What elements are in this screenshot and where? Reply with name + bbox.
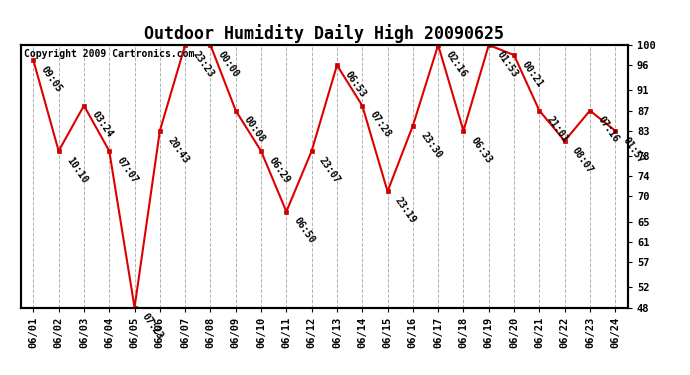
Text: 01:53: 01:53 [494, 49, 520, 79]
Text: 23:23: 23:23 [190, 49, 216, 79]
Title: Outdoor Humidity Daily High 20090625: Outdoor Humidity Daily High 20090625 [144, 24, 504, 44]
Text: 02:16: 02:16 [444, 49, 469, 79]
Text: 00:08: 00:08 [241, 115, 266, 145]
Text: 00:21: 00:21 [520, 59, 544, 89]
Text: 09:05: 09:05 [39, 64, 64, 94]
Text: 23:30: 23:30 [418, 130, 444, 160]
Text: 08:07: 08:07 [570, 145, 595, 175]
Text: 21:01: 21:01 [545, 115, 570, 145]
Text: 23:07: 23:07 [317, 155, 342, 185]
Text: Copyright 2009 Cartronics.com: Copyright 2009 Cartronics.com [23, 49, 194, 59]
Text: 07:16: 07:16 [595, 115, 620, 145]
Text: 06:33: 06:33 [469, 135, 494, 165]
Text: 06:53: 06:53 [342, 69, 368, 99]
Text: 06:50: 06:50 [292, 216, 317, 246]
Text: 07:07: 07:07 [115, 155, 140, 185]
Text: 20:43: 20:43 [166, 135, 190, 165]
Text: 23:19: 23:19 [393, 195, 418, 225]
Text: 10:10: 10:10 [64, 155, 89, 185]
Text: 01:57: 01:57 [621, 135, 646, 165]
Text: 07:23: 07:23 [140, 312, 165, 342]
Text: 07:28: 07:28 [368, 110, 393, 140]
Text: 03:24: 03:24 [90, 110, 115, 140]
Text: 00:00: 00:00 [216, 49, 241, 79]
Text: 06:29: 06:29 [266, 155, 292, 185]
